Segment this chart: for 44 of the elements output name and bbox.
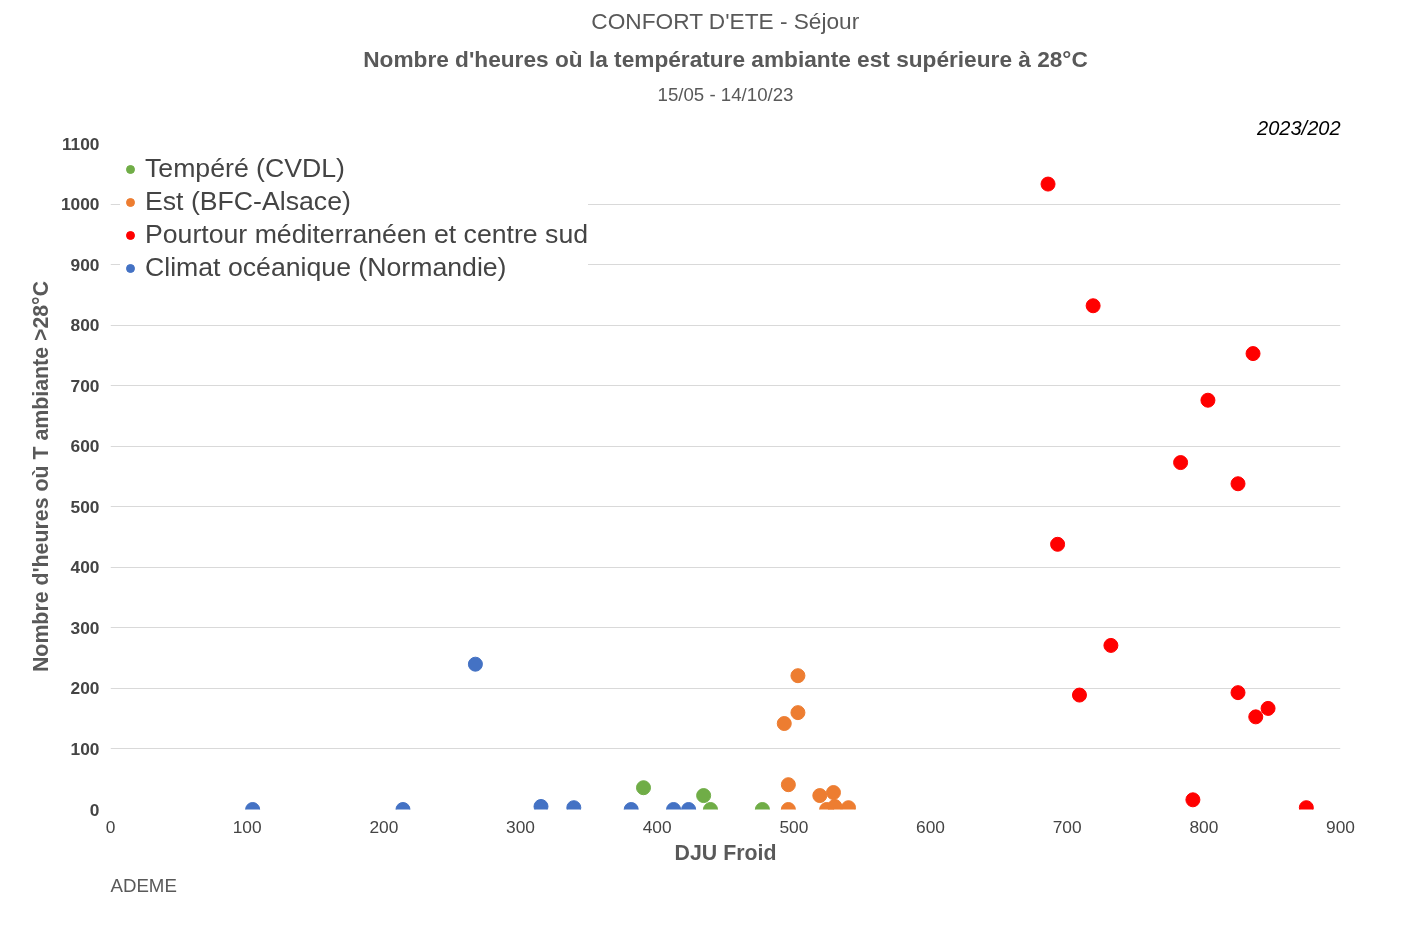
x-tick-label: 900 — [1326, 816, 1355, 837]
x-tick-label: 800 — [1189, 816, 1219, 837]
y-tick-label: 100 — [70, 738, 100, 759]
x-axis-title: DJU Froid — [674, 840, 777, 865]
point — [1200, 392, 1216, 408]
y-tick-label: 200 — [70, 678, 100, 699]
y-tick-label: 400 — [70, 557, 100, 578]
x-tick-label: 400 — [642, 816, 672, 837]
chart-title: CONFORT D'ETE - Séjour — [591, 7, 860, 34]
y-tick-label: 1000 — [60, 194, 100, 215]
legend-label: Tempéré (CVDL) — [145, 153, 345, 184]
point — [1071, 687, 1087, 703]
text: 15/05 - 14/10/23 — [657, 83, 794, 105]
point — [1173, 455, 1189, 471]
text: 2023/202 — [1256, 116, 1341, 139]
x-tick-label: 100 — [232, 816, 262, 837]
x-tick-label: 0 — [105, 816, 116, 837]
y-tick-label: 800 — [70, 315, 100, 336]
legend-label: Pourtour méditerranéen et centre sud — [145, 219, 589, 250]
point — [1103, 637, 1119, 653]
x-tick-label: 300 — [506, 816, 535, 837]
x-tick-label: 200 — [369, 816, 399, 837]
y-tick-label: 500 — [70, 496, 100, 517]
y-tick-label: 600 — [70, 436, 100, 457]
point — [1085, 298, 1101, 314]
point — [467, 656, 483, 672]
y-tick-label: 700 — [70, 375, 100, 396]
point — [1230, 476, 1246, 492]
point — [1245, 346, 1261, 362]
point — [1050, 536, 1066, 552]
point — [1040, 176, 1056, 192]
y-tick-label: 1100 — [61, 133, 100, 154]
y-tick-label: 0 — [89, 799, 100, 820]
legend-label: Est (BFC-Alsace) — [145, 186, 351, 217]
x-tick-label: 600 — [916, 816, 945, 837]
y-tick-label: 300 — [70, 617, 100, 638]
text: ADEME — [110, 874, 177, 896]
x-tick-label: 500 — [779, 816, 809, 837]
y-tick-label: 900 — [70, 254, 100, 275]
point — [1260, 700, 1276, 716]
legend-label: Climat océanique (Normandie) — [145, 252, 507, 283]
chart-subtitle: Nombre d'heures où la température ambiante est supérieure à 28°C — [363, 45, 1088, 72]
x-tick-label: 700 — [1052, 816, 1082, 837]
y-axis-title: Nombre d'heures où T ambiante >28°C — [28, 280, 53, 673]
